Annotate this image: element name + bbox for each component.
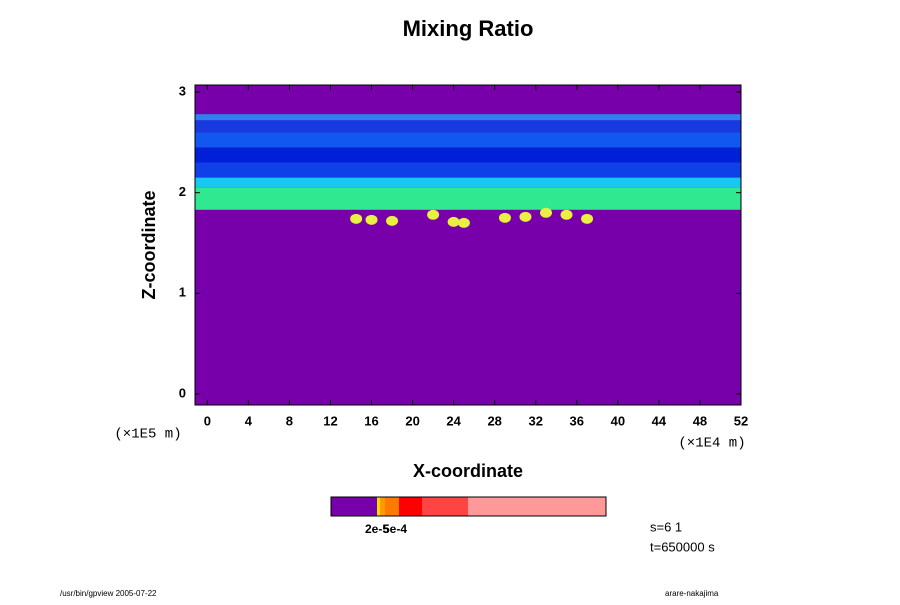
contour-blob (581, 213, 594, 224)
contour-blob (386, 215, 399, 226)
x-tick-label: 52 (734, 413, 748, 428)
colorbar-label: 2e-5 (365, 522, 389, 536)
plot-frame (194, 84, 742, 406)
y-label: Z-coordinate (139, 190, 159, 299)
step-label: s=6 1 (650, 519, 682, 534)
contour-blob (365, 214, 378, 225)
colorbar-segment (385, 497, 399, 516)
y-tick-label: 2 (179, 184, 186, 199)
colorbar-segment (377, 497, 380, 516)
x-tick-label: 20 (405, 413, 419, 428)
contour-band (195, 132, 741, 148)
x-tick-label: 48 (693, 413, 707, 428)
x-tick-label: 44 (652, 413, 667, 428)
colorbar-segment (399, 497, 422, 516)
x-tick-label: 0 (204, 413, 211, 428)
colorbar-frame (330, 496, 607, 517)
y-tick-label: 0 (179, 385, 186, 400)
chart-title: Mixing Ratio (403, 16, 534, 41)
x-tick-label: 28 (487, 413, 501, 428)
x-tick-label: 12 (323, 413, 337, 428)
x-tick-label: 36 (570, 413, 584, 428)
x-tick-label: 40 (611, 413, 625, 428)
contour-blob (350, 213, 363, 224)
footer-right: arare-nakajima (665, 589, 719, 598)
time-label: t=650000 s (650, 539, 715, 554)
x-tick-label: 24 (446, 413, 461, 428)
x-unit: (×1E4 m) (678, 436, 745, 452)
x-tick-label: 8 (286, 413, 293, 428)
y-unit: (×1E5 m) (114, 427, 181, 443)
contour-band (195, 120, 741, 133)
contour-blob (427, 209, 440, 220)
contour-band (195, 114, 741, 121)
contour-band (195, 147, 741, 163)
footer-left: /usr/bin/gpview 2005-07-22 (60, 589, 157, 598)
contour-blob (498, 212, 511, 223)
x-tick-label: 4 (245, 413, 253, 428)
y-tick-label: 1 (179, 285, 186, 300)
colorbar-segment (380, 497, 385, 516)
contour-band (195, 187, 741, 210)
colorbar-segment (422, 497, 468, 516)
x-tick-label: 16 (364, 413, 378, 428)
contour-blob (519, 211, 532, 222)
contour-blob (447, 216, 460, 227)
contour-blob (457, 217, 470, 228)
contour-band (195, 162, 741, 178)
contour-blob (560, 209, 573, 220)
contour-band (195, 177, 741, 188)
contour-blob (540, 207, 552, 218)
colorbar-segment (468, 497, 606, 516)
x-tick-label: 32 (529, 413, 543, 428)
colorbar-segment (331, 497, 377, 516)
x-label: X-coordinate (413, 461, 523, 481)
y-tick-label: 3 (179, 83, 186, 98)
colorbar-label: 5e-4 (383, 522, 407, 536)
